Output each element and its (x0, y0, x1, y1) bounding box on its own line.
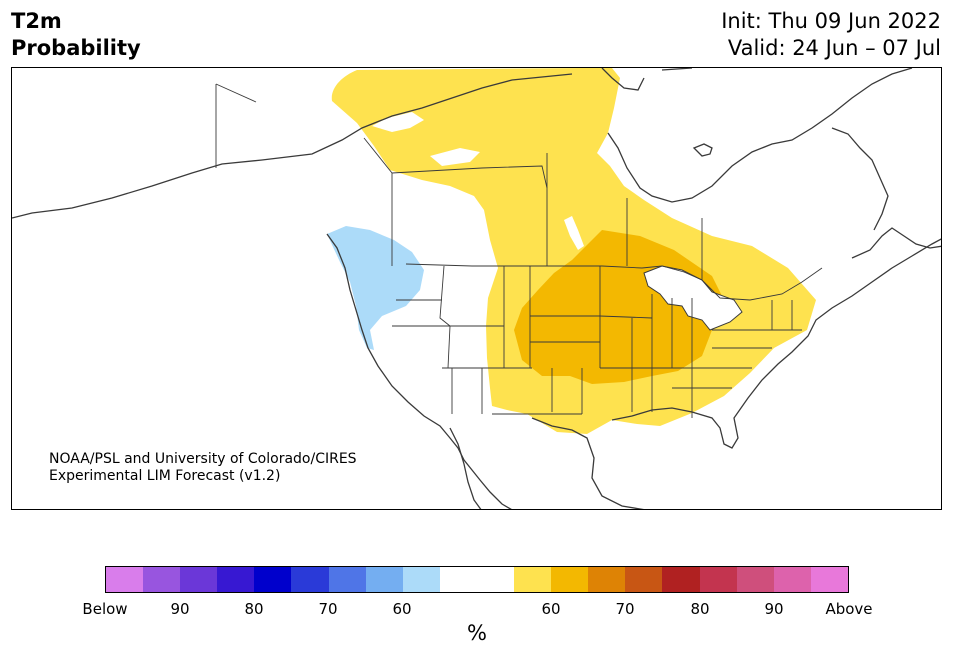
probability-colorbar (105, 566, 849, 593)
colorbar-segment (514, 567, 552, 592)
colorbar-tick-label: Below (82, 600, 128, 618)
colorbar-segment (106, 567, 144, 592)
colorbar-segment (365, 567, 403, 592)
credit-line-2: Experimental LIM Forecast (v1.2) (49, 468, 281, 484)
date-info: Init: Thu 09 Jun 2022 Valid: 24 Jun – 07… (721, 8, 941, 62)
colorbar-segment (662, 567, 700, 592)
credit-text: NOAA/PSL and University of Colorado/CIRE… (49, 451, 357, 485)
colorbar-segment (439, 567, 477, 592)
colorbar-segment (736, 567, 774, 592)
forecast-map: NOAA/PSL and University of Colorado/CIRE… (11, 67, 942, 510)
colorbar-segment (402, 567, 440, 592)
colorbar-tick-label: 80 (244, 600, 264, 618)
colorbar-segment (773, 567, 811, 592)
lake-winnipeg (564, 216, 584, 250)
colorbar-segment (476, 567, 515, 592)
init-date: Init: Thu 09 Jun 2022 (721, 9, 941, 33)
great-lakes (643, 265, 743, 331)
coastlines (12, 68, 941, 509)
colorbar-segment (254, 567, 292, 592)
title-variable: T2m (11, 9, 62, 33)
colorbar-tick-label: 80 (690, 600, 710, 618)
colorbar-segment (588, 567, 626, 592)
map-title: T2m Probability (11, 8, 141, 62)
colorbar-tick-label: 60 (392, 600, 412, 618)
title-type: Probability (11, 36, 141, 60)
below-60-region (327, 226, 424, 350)
colorbar-unit: % (467, 621, 487, 645)
map-canvas (12, 68, 941, 509)
valid-range: Valid: 24 Jun – 07 Jul (727, 36, 941, 60)
colorbar-segment (217, 567, 255, 592)
colorbar-segment (551, 567, 589, 592)
credit-line-1: NOAA/PSL and University of Colorado/CIRE… (49, 451, 357, 467)
colorbar-segment (291, 567, 329, 592)
colorbar-tick-label: Above (825, 600, 873, 618)
colorbar-segment (810, 567, 848, 592)
colorbar-segment (180, 567, 218, 592)
great-bear-lake (430, 148, 480, 166)
colorbar-tick-label: 90 (764, 600, 784, 618)
colorbar-tick-label: 70 (318, 600, 338, 618)
colorbar-tick-label: 70 (615, 600, 635, 618)
hudson-bay (372, 112, 424, 132)
colorbar-segment (328, 567, 366, 592)
colorbar-segment (625, 567, 663, 592)
colorbar-tick-label: 60 (541, 600, 561, 618)
political-borders (215, 83, 823, 418)
colorbar-segment (699, 567, 737, 592)
colorbar-segment (143, 567, 181, 592)
colorbar-tick-label: 90 (170, 600, 190, 618)
